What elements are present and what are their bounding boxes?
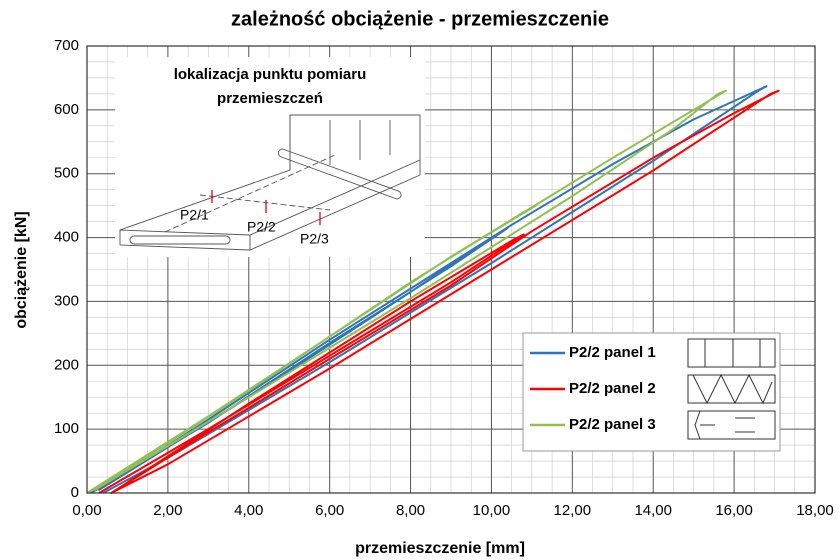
x-tick-label: 2,00 xyxy=(153,502,182,519)
x-axis-label: przemieszczenie [mm] xyxy=(355,540,525,557)
x-tick-label: 8,00 xyxy=(396,502,425,519)
x-tick-label: 4,00 xyxy=(234,502,263,519)
inset-label: P2/3 xyxy=(300,231,329,247)
x-tick-label: 16,00 xyxy=(715,502,753,519)
chart-title: zależność obciążenie - przemieszczenie xyxy=(231,8,609,30)
y-tick-label: 700 xyxy=(54,37,79,54)
x-tick-label: 10,00 xyxy=(473,502,511,519)
legend-label: P2/2 panel 2 xyxy=(569,380,656,397)
x-tick-label: 18,00 xyxy=(796,502,834,519)
y-tick-label: 200 xyxy=(54,356,79,373)
x-tick-label: 14,00 xyxy=(634,502,672,519)
chart: zależność obciążenie - przemieszczenie p… xyxy=(0,0,840,560)
y-axis-label: obciążenie [kN] xyxy=(13,211,30,328)
y-tick-label: 300 xyxy=(54,292,79,309)
legend-label: P2/2 panel 3 xyxy=(569,416,656,433)
inset-label: P2/2 xyxy=(247,219,276,235)
y-tick-label: 600 xyxy=(54,101,79,118)
x-tick-label: 0,00 xyxy=(72,502,101,519)
x-tick-label: 6,00 xyxy=(315,502,344,519)
inset-title: przemieszczeń xyxy=(217,90,323,107)
y-tick-label: 400 xyxy=(54,229,79,246)
legend: P2/2 panel 1 P2/2 panel 2 P2/2 panel 3 xyxy=(523,333,780,451)
inset-label: P2/1 xyxy=(180,207,209,223)
y-tick-label: 500 xyxy=(54,165,79,182)
y-tick-label: 100 xyxy=(54,420,79,437)
y-tick-label: 0 xyxy=(71,484,79,501)
inset: lokalizacja punktu pomiaru przemieszczeń… xyxy=(115,57,425,257)
legend-label: P2/2 panel 1 xyxy=(569,344,656,361)
x-tick-label: 12,00 xyxy=(554,502,592,519)
inset-title: lokalizacja punktu pomiaru xyxy=(174,66,367,83)
